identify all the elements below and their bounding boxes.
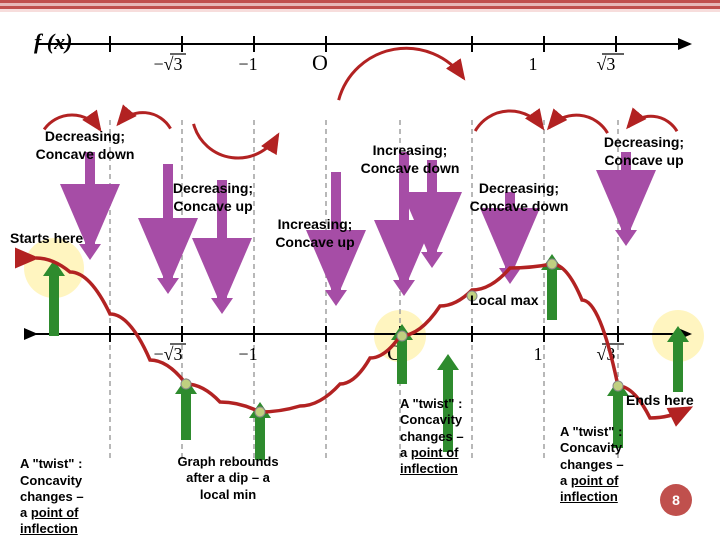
ann-inc-cd: Increasing; Concave down (344, 142, 476, 177)
ann-dec-cu-2: Decreasing; Concave up (584, 134, 704, 169)
ann-rebound: Graph rebounds after a dip – a local min (148, 454, 308, 503)
slide-number: 8 (660, 484, 692, 516)
svg-text:1: 1 (534, 344, 543, 364)
ann-twist-3: A "twist" :Concavitychanges –a point ofi… (560, 424, 660, 505)
svg-text:−1: −1 (238, 54, 257, 74)
svg-text:−√3: −√3 (153, 54, 182, 74)
ann-starts: Starts here (10, 230, 83, 248)
ann-localmax: Local max (470, 292, 538, 310)
ann-twist-2: A "twist" :Concavitychanges –a point ofi… (400, 396, 500, 477)
svg-text:1: 1 (529, 54, 538, 74)
svg-text:√3: √3 (597, 54, 616, 74)
svg-text:O: O (312, 50, 328, 75)
ann-dec-cu: Decreasing; Concave up (158, 180, 268, 215)
ann-ends: Ends here (626, 392, 694, 410)
ann-twist-1: A "twist" :Concavitychanges –a point ofi… (20, 440, 120, 538)
ann-inc-cu: Increasing; Concave up (260, 216, 370, 251)
svg-text:−1: −1 (238, 344, 257, 364)
ann-dec-cd-2: Decreasing; Concave down (454, 180, 584, 215)
ann-dec-cd-1: Decreasing; Concave down (20, 128, 150, 163)
fx-label: f (x) (34, 28, 72, 56)
